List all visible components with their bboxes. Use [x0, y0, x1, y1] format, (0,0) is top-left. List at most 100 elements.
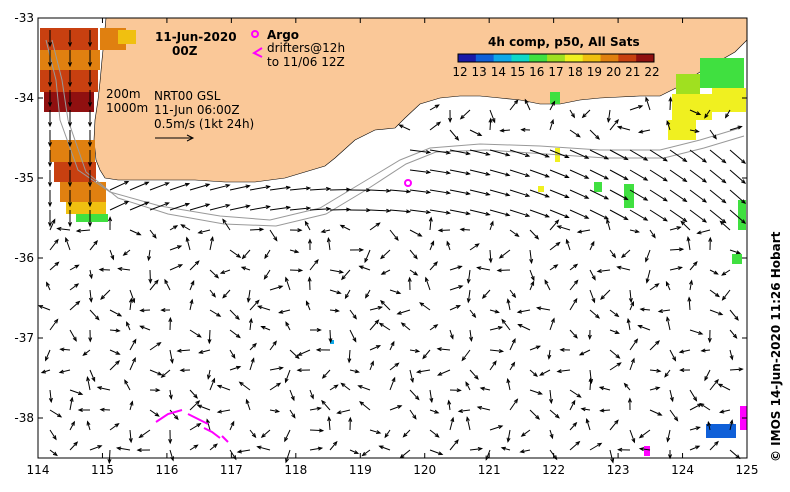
current-vector-head [132, 338, 137, 344]
current-vector [729, 349, 733, 360]
current-vector-head [447, 399, 452, 405]
sst-colorbar: 12 13 14 15 16 17 18 19 20 21 22 [452, 53, 660, 79]
current-vector-head [230, 420, 235, 426]
current-vector-head [305, 206, 312, 211]
current-vector-head [87, 142, 93, 148]
current-vector [529, 345, 541, 351]
current-vector-head [428, 216, 433, 222]
current-vector-head [634, 229, 640, 234]
current-vector [609, 209, 628, 220]
current-vector-head [433, 324, 439, 329]
current-vector-head [433, 261, 438, 267]
current-vector-head [677, 266, 683, 271]
current-vector [669, 149, 687, 162]
current-vector [189, 400, 200, 411]
current-vector [689, 149, 707, 163]
current-vector [140, 325, 151, 331]
current-vector [139, 429, 151, 438]
current-vector-head [124, 201, 130, 205]
current-vector [397, 309, 411, 315]
current-vector-head [425, 170, 432, 175]
current-vector [209, 269, 219, 279]
current-vector [709, 169, 726, 183]
current-vector-head [47, 102, 53, 108]
colorbar-swatch [511, 54, 530, 62]
current-vector [186, 237, 191, 251]
current-vector [446, 241, 451, 251]
current-vector [109, 329, 120, 332]
colorbar-tick-label: 19 [587, 65, 602, 79]
current-vector-head [682, 197, 688, 203]
current-vector [309, 429, 323, 432]
contour-label-1000m: 1000m [106, 101, 148, 115]
current-vector [640, 448, 651, 451]
current-vector-head [599, 408, 605, 413]
colorbar-swatch [547, 54, 566, 62]
current-vector [209, 184, 230, 191]
current-vector-head [75, 300, 81, 306]
current-vector-head [689, 279, 694, 285]
current-vector-head [537, 390, 543, 395]
current-vector-head [631, 438, 636, 444]
current-vector-head [241, 254, 247, 260]
current-vector-head [485, 211, 491, 216]
current-vector-head [445, 170, 452, 175]
colorbar-title: 4h comp, p50, All Sats [488, 35, 640, 49]
current-vector [359, 401, 371, 411]
current-vector-head [67, 122, 73, 128]
current-vector [699, 403, 711, 411]
lon-tick-label: 117 [220, 463, 243, 477]
current-vector-head [326, 236, 331, 243]
current-vector-head [87, 202, 93, 208]
current-vector [246, 399, 251, 411]
current-vector [369, 319, 379, 331]
current-vector-head [549, 433, 554, 440]
current-vector [566, 239, 571, 251]
current-vector [89, 240, 98, 251]
current-vector-head [176, 245, 183, 250]
current-vector [329, 269, 343, 273]
current-vector [577, 229, 591, 233]
current-vector-head [616, 265, 622, 270]
current-vector-head [603, 175, 610, 180]
current-vector-head [530, 276, 535, 282]
current-vector-head [596, 269, 602, 274]
current-vector-head [620, 253, 626, 259]
current-vector-head [693, 261, 698, 266]
current-vector-head [316, 327, 322, 333]
current-vector-head [88, 273, 93, 280]
current-vector [417, 369, 431, 373]
current-vector [669, 97, 672, 111]
current-vector-head [714, 378, 719, 384]
current-vector-head [397, 405, 403, 409]
current-vector-head [556, 369, 562, 374]
current-vector [489, 209, 510, 216]
current-vector-head [701, 158, 708, 163]
current-vector [449, 305, 461, 311]
current-vector-head [117, 266, 123, 271]
current-vector-head [603, 215, 610, 220]
current-vector [489, 349, 503, 352]
current-vector [480, 387, 491, 391]
current-vector [269, 285, 283, 291]
current-vector [389, 362, 399, 371]
current-vector-head [735, 250, 742, 255]
current-vector-head [564, 154, 570, 159]
current-vector [189, 389, 198, 399]
current-vector [624, 383, 631, 391]
current-vector-head [516, 309, 522, 314]
current-vector [600, 289, 611, 300]
current-vector-head [656, 368, 662, 373]
current-vector [729, 209, 746, 224]
current-vector-head [272, 340, 277, 346]
current-vector [60, 348, 71, 351]
current-vector-head [465, 151, 471, 156]
current-vector [229, 349, 236, 359]
current-vector-head [390, 340, 395, 346]
current-vector-head [525, 193, 531, 197]
current-vector-head [70, 420, 75, 426]
current-vector [329, 188, 351, 191]
current-vector-head [741, 159, 747, 165]
colorbar-tick-label: 20 [606, 65, 621, 79]
